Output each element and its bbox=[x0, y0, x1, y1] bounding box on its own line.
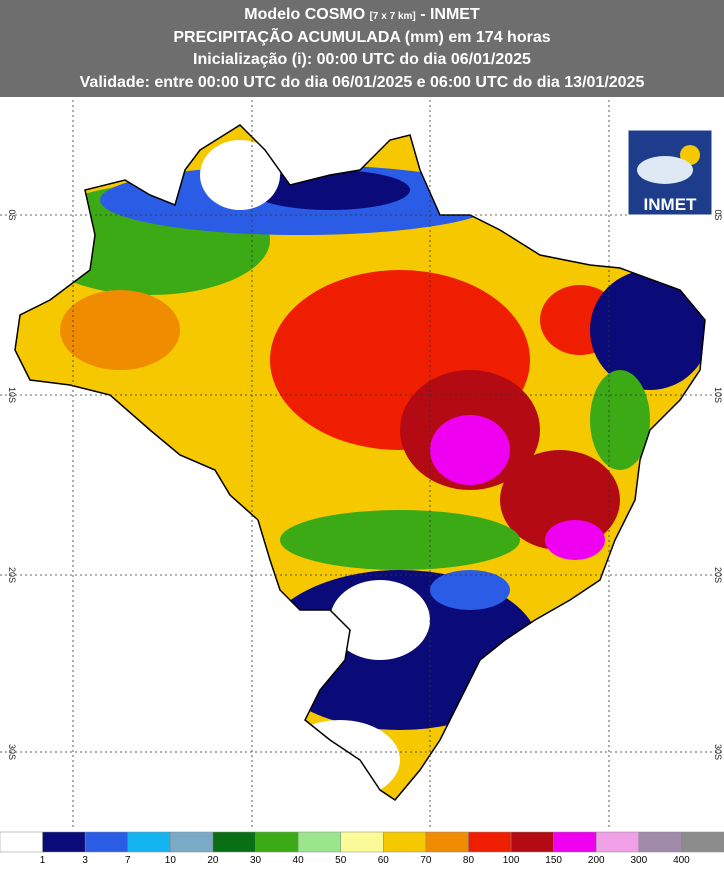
legend-swatch bbox=[681, 831, 724, 853]
legend-label: 80 bbox=[463, 855, 475, 866]
legend-swatch bbox=[84, 831, 129, 853]
latitude-label: 30S bbox=[7, 744, 17, 760]
header-line-3: Inicialização (i): 00:00 UTC do dia 06/0… bbox=[193, 51, 531, 68]
logo-label: INMET bbox=[644, 195, 698, 214]
legend-swatch bbox=[510, 831, 554, 853]
legend-swatch bbox=[340, 831, 384, 853]
legend-label: 1 bbox=[40, 855, 46, 866]
legend-swatch bbox=[255, 831, 299, 853]
header-line-1: Modelo COSMO [7 x 7 km] - INMET bbox=[244, 6, 480, 23]
latitude-label: 10S bbox=[713, 387, 723, 403]
legend-label: 60 bbox=[378, 855, 390, 866]
legend-swatch bbox=[127, 831, 171, 853]
logo: INMET bbox=[627, 129, 713, 216]
latitude-label: 20S bbox=[713, 567, 723, 583]
legend-label: 70 bbox=[420, 855, 432, 866]
legend-swatch bbox=[425, 831, 469, 853]
legend-label: 150 bbox=[545, 855, 562, 866]
legend-swatch bbox=[383, 831, 427, 853]
latitude-label: 30S bbox=[713, 744, 723, 760]
legend-swatch bbox=[170, 831, 214, 853]
legend-label: 300 bbox=[630, 855, 647, 866]
legend-label: 7 bbox=[125, 855, 131, 866]
legend-swatch bbox=[638, 831, 682, 853]
latitude-label: 20S bbox=[7, 567, 17, 583]
legend-label: 50 bbox=[335, 855, 347, 866]
legend-label: 40 bbox=[293, 855, 305, 866]
legend-label: 3 bbox=[82, 855, 88, 866]
map bbox=[14, 124, 706, 801]
legend-swatch bbox=[468, 831, 512, 853]
legend-swatch bbox=[553, 831, 597, 853]
legend-label: 400 bbox=[673, 855, 690, 866]
legend-label: 20 bbox=[207, 855, 219, 866]
latitude-label: 10S bbox=[7, 387, 17, 403]
legend-label: 30 bbox=[250, 855, 262, 866]
title-end: - INMET bbox=[420, 6, 480, 23]
legend-swatch bbox=[0, 831, 43, 853]
title-resolution: [7 x 7 km] bbox=[370, 11, 416, 22]
title-main: Modelo COSMO bbox=[244, 6, 365, 23]
latitude-label: 0S bbox=[713, 209, 723, 220]
legend-label: 100 bbox=[503, 855, 520, 866]
legend-swatch bbox=[595, 831, 640, 853]
legend: 1 3 7 10 20 30 40 50 60 70 80 100 150 200 300 400 bbox=[0, 831, 724, 866]
header-line-4: Validade: entre 00:00 UTC do dia 06/01/2… bbox=[80, 74, 645, 91]
legend-swatch bbox=[297, 831, 341, 853]
legend-label: 200 bbox=[588, 855, 605, 866]
header-bar bbox=[0, 0, 724, 97]
legend-swatch bbox=[212, 831, 256, 853]
legend-swatch bbox=[42, 831, 86, 853]
legend-label: 10 bbox=[165, 855, 177, 866]
header-line-2: PRECIPITAÇÃO ACUMULADA (mm) em 174 horas bbox=[173, 26, 550, 46]
latitude-label: 0S bbox=[7, 209, 17, 220]
